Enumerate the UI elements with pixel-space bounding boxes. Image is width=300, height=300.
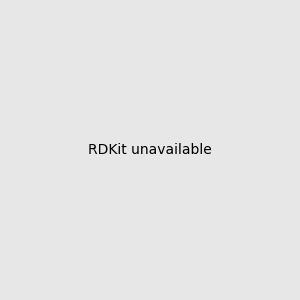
Text: RDKit unavailable: RDKit unavailable	[88, 143, 212, 157]
